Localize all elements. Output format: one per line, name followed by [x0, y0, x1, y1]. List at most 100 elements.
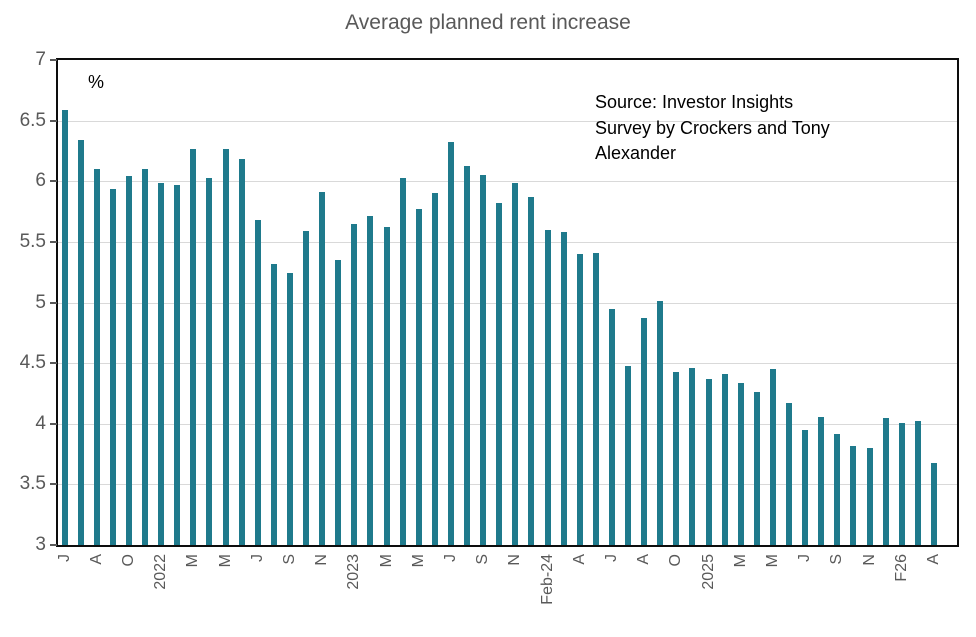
bar	[689, 368, 696, 545]
y-tick-label: 3.5	[19, 473, 46, 495]
x-tick-label: S	[280, 554, 298, 565]
y-tick-label: 6	[35, 170, 46, 192]
bar	[834, 433, 841, 545]
x-tick-label: N	[860, 554, 878, 566]
bar	[367, 216, 374, 545]
bar	[254, 220, 261, 545]
bar	[769, 369, 776, 545]
gridline	[58, 423, 957, 425]
y-tick-mark	[50, 240, 57, 243]
bar	[109, 188, 116, 545]
x-tick-label: J	[602, 554, 620, 562]
source-note: Source: Investor Insights Survey by Croc…	[595, 92, 830, 163]
bar	[303, 231, 309, 545]
bar	[125, 176, 132, 545]
y-tick-mark	[50, 422, 57, 425]
x-tick-label: Feb-24	[538, 554, 556, 605]
bar	[882, 417, 889, 545]
x-tick-label: O	[667, 554, 685, 567]
x-tick-label: O	[119, 554, 137, 567]
x-tick-label: M	[763, 554, 781, 568]
bar	[496, 203, 503, 545]
y-tick-label: 3	[35, 534, 46, 555]
bar	[238, 159, 245, 545]
x-tick-label: A	[635, 554, 653, 565]
x-tick-label: A	[87, 554, 105, 565]
y-tick-mark	[50, 301, 57, 304]
gridline	[58, 302, 957, 304]
x-axis: J A O 2022 M M J S N 2023 M M J S N Feb-24 A J A O 2025 M M J S N…	[56, 549, 959, 637]
y-tick-label: 4.5	[19, 352, 46, 374]
bar	[61, 109, 68, 545]
bar	[576, 254, 583, 545]
bar	[818, 416, 825, 545]
x-tick-label: M	[731, 554, 749, 568]
chart-title: Average planned rent increase	[345, 11, 631, 34]
gridline	[58, 363, 957, 365]
x-tick-label: 2025	[699, 554, 717, 590]
bar	[544, 229, 551, 545]
y-tick-mark	[50, 483, 57, 486]
bar	[93, 169, 100, 545]
y-tick-label: 7	[35, 49, 46, 70]
x-tick-label: M	[184, 554, 202, 568]
bar	[142, 169, 148, 545]
x-tick-label: F26	[892, 554, 910, 582]
x-tick-label: N	[313, 554, 331, 566]
x-tick-label: A	[570, 554, 588, 565]
bar	[270, 263, 277, 545]
bar	[786, 403, 792, 545]
bar	[673, 371, 680, 545]
bar	[512, 182, 519, 545]
bar	[657, 301, 664, 545]
gridline	[58, 241, 957, 243]
bar	[721, 374, 728, 545]
y-axis-unit-label: %	[88, 72, 105, 92]
y-tick-label: 6.5	[19, 109, 46, 131]
y-tick-mark	[50, 119, 57, 122]
x-tick-label: 2023	[345, 554, 363, 590]
y-tick-label: 5	[35, 291, 46, 313]
x-tick-label: N	[506, 554, 524, 566]
bar	[898, 422, 905, 545]
bar	[737, 382, 744, 545]
bar	[286, 273, 293, 545]
bar	[77, 140, 84, 545]
x-tick-label: J	[55, 554, 73, 562]
bar	[625, 365, 631, 545]
bar	[914, 421, 921, 545]
x-tick-label: M	[377, 554, 395, 568]
bar	[802, 429, 809, 545]
y-tick-label: 5.5	[19, 230, 46, 252]
bar	[866, 448, 873, 545]
y-axis: 7 6.5 6 5.5 5 4.5 4 3.5 3	[0, 49, 50, 555]
bar	[319, 192, 326, 545]
x-tick-label: J	[441, 554, 459, 562]
bar	[464, 165, 470, 545]
bar	[222, 148, 229, 545]
x-tick-label: M	[409, 554, 427, 568]
bar	[447, 142, 454, 545]
bar	[431, 193, 438, 545]
gridline	[58, 120, 957, 122]
bar	[174, 184, 181, 545]
y-tick-mark	[50, 180, 57, 183]
x-tick-label: S	[474, 554, 492, 565]
y-tick-label: 4	[35, 412, 46, 434]
bar	[850, 445, 857, 545]
bar	[206, 177, 213, 545]
gridline	[58, 484, 957, 486]
bar	[753, 392, 760, 545]
bar	[528, 197, 535, 545]
x-tick-label: J	[796, 554, 814, 562]
x-tick-label: S	[828, 554, 846, 565]
bar	[351, 223, 358, 545]
x-tick-label: M	[216, 554, 234, 568]
bar	[592, 252, 599, 545]
bar	[415, 209, 422, 545]
bar	[383, 227, 390, 545]
bar	[480, 175, 487, 545]
x-tick-label: 2022	[152, 554, 170, 590]
y-tick-mark	[50, 362, 57, 365]
